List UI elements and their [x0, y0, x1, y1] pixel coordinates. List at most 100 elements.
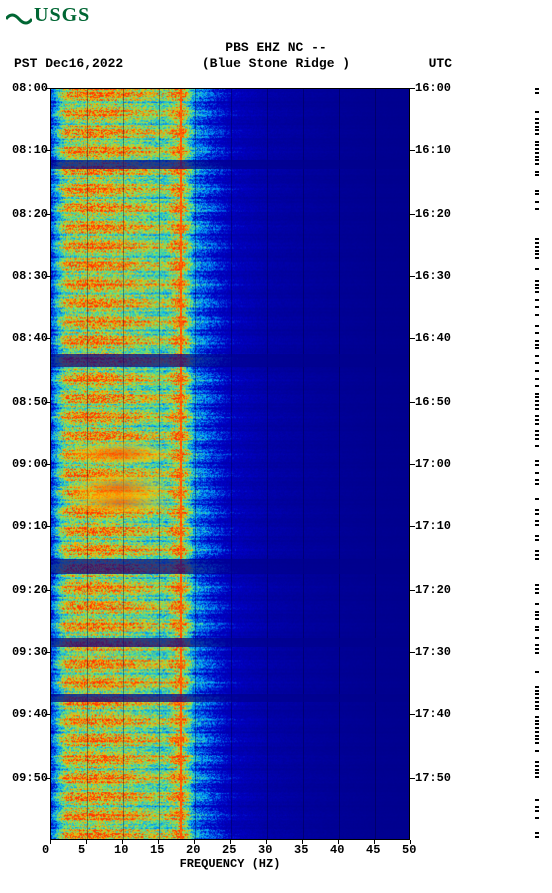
grid-line — [87, 89, 88, 839]
x-label: 0 — [42, 843, 49, 857]
logo-wave-icon — [6, 8, 32, 24]
grid-line — [159, 89, 160, 839]
colorbar-dot — [535, 159, 539, 161]
grid-line — [195, 89, 196, 839]
y-tick-left — [45, 778, 50, 779]
x-tick — [302, 840, 303, 844]
colorbar-dot — [535, 810, 539, 812]
y-label-right: 16:10 — [415, 143, 451, 157]
colorbar-dot — [535, 423, 539, 425]
y-tick-left — [45, 590, 50, 591]
colorbar-dot — [535, 299, 539, 301]
colorbar-dot — [535, 697, 539, 699]
grid-line — [303, 89, 304, 839]
colorbar-dot — [535, 693, 539, 695]
colorbar-dot — [535, 133, 539, 135]
colorbar-dot — [535, 92, 539, 94]
x-tick — [230, 840, 231, 844]
colorbar-dot — [535, 626, 539, 628]
colorbar-dot — [535, 404, 539, 406]
x-label: 5 — [78, 843, 85, 857]
logo-text: USGS — [34, 4, 90, 26]
spectral-line — [180, 89, 182, 839]
colorbar-dot — [535, 163, 539, 165]
x-label: 40 — [330, 843, 344, 857]
dark-band — [51, 694, 409, 702]
dark-band — [51, 354, 409, 368]
colorbar-dot — [535, 362, 539, 364]
colorbar-dot — [535, 588, 539, 590]
colorbar-dot — [535, 378, 539, 380]
x-label: 20 — [186, 843, 200, 857]
colorbar-dot — [535, 148, 539, 150]
y-label-left: 08:50 — [8, 395, 48, 409]
x-label: 45 — [366, 843, 380, 857]
y-tick-left — [45, 88, 50, 89]
y-label-left: 09:40 — [8, 707, 48, 721]
colorbar-dot — [535, 129, 539, 131]
colorbar-dot — [535, 652, 539, 654]
y-label-right: 16:20 — [415, 207, 451, 221]
colorbar-dot — [535, 535, 539, 537]
y-label-left: 09:20 — [8, 583, 48, 597]
y-label-right: 16:50 — [415, 395, 451, 409]
y-label-left: 08:30 — [8, 269, 48, 283]
header-station: PBS EHZ NC -- — [0, 40, 552, 55]
grid-line — [267, 89, 268, 839]
y-tick-right — [410, 652, 415, 653]
colorbar-dot — [535, 396, 539, 398]
colorbar-dot — [535, 347, 539, 349]
colorbar-dot — [535, 509, 539, 511]
colorbar-dot — [535, 393, 539, 395]
x-label: 30 — [258, 843, 272, 857]
colorbar-dot — [535, 723, 539, 725]
x-tick — [374, 840, 375, 844]
colorbar-dot — [535, 111, 539, 113]
colorbar-dot — [535, 554, 539, 556]
x-tick — [158, 840, 159, 844]
colorbar-dot — [535, 284, 539, 286]
colorbar-dot — [535, 171, 539, 173]
colorbar-dot — [535, 772, 539, 774]
colorbar-dot — [535, 738, 539, 740]
x-tick — [410, 840, 411, 844]
colorbar-dot — [535, 705, 539, 707]
y-tick-left — [45, 652, 50, 653]
y-tick-left — [45, 276, 50, 277]
colorbar-dot — [535, 280, 539, 282]
y-tick-right — [410, 214, 415, 215]
y-label-left: 08:10 — [8, 143, 48, 157]
grid-line — [375, 89, 376, 839]
colorbar-dot — [535, 806, 539, 808]
spectrogram-plot — [50, 88, 410, 840]
header-left: PST Dec16,2022 — [14, 56, 123, 71]
y-label-right: 16:00 — [415, 81, 451, 95]
colorbar-dot — [535, 686, 539, 688]
colorbar-dot — [535, 434, 539, 436]
colorbar-dot — [535, 385, 539, 387]
colorbar-dot — [535, 201, 539, 203]
x-tick — [194, 840, 195, 844]
colorbar-dot — [535, 637, 539, 639]
colorbar-dot — [535, 355, 539, 357]
y-tick-right — [410, 402, 415, 403]
colorbar-dot — [535, 761, 539, 763]
y-label-left: 09:30 — [8, 645, 48, 659]
colorbar-dot — [535, 644, 539, 646]
colorbar-dot — [535, 479, 539, 481]
x-tick — [338, 840, 339, 844]
colorbar-dot — [535, 126, 539, 128]
y-label-left: 09:00 — [8, 457, 48, 471]
colorbar-dot — [535, 629, 539, 631]
colorbar-dot — [535, 498, 539, 500]
colorbar-dot — [535, 727, 539, 729]
x-tick — [266, 840, 267, 844]
colorbar-dot — [535, 701, 539, 703]
colorbar-dot — [535, 611, 539, 613]
y-label-left: 08:20 — [8, 207, 48, 221]
colorbar-dot — [535, 799, 539, 801]
colorbar-dot — [535, 144, 539, 146]
colorbar-dot — [535, 152, 539, 154]
x-axis-title: FREQUENCY (HZ) — [50, 857, 410, 871]
colorbar-dot — [535, 332, 539, 334]
